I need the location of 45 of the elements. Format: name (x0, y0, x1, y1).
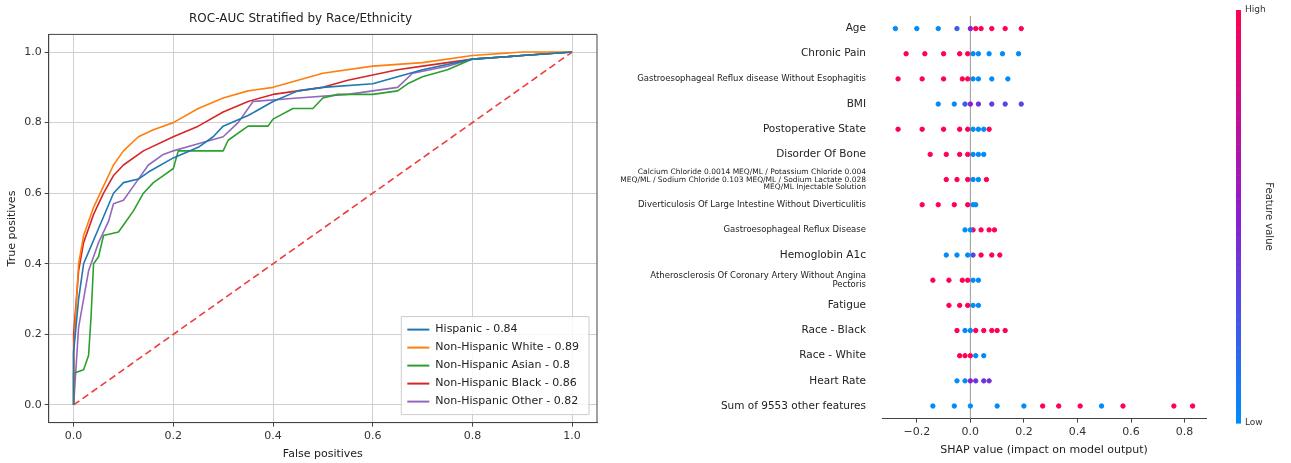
y-tick-label: Chronic Pain (800, 46, 866, 59)
legend-label: Hispanic - 0.84 (435, 322, 518, 336)
y-tick-label: BMI (846, 96, 866, 109)
y-tick-label: 0.8 (24, 115, 42, 129)
y-tick-label: Gastroesophageal Reflux disease Without Esophagitis (637, 73, 867, 84)
y-tick-label: Race - Black (801, 323, 867, 336)
y-tick-label: Gastroesophageal Reflux Disease (723, 224, 866, 235)
y-tick-label: 0.4 (24, 256, 42, 270)
y-tick-label: 0.0 (24, 397, 42, 411)
y-tick-label: Postoperative State (762, 121, 866, 134)
y-tick-label: 0.2 (24, 327, 42, 341)
x-tick-label: 0.0 (961, 425, 980, 439)
x-axis-title: SHAP value (impact on model output) (940, 443, 1148, 457)
y-tick-label: Disorder Of Bone (776, 147, 866, 160)
x-tick-label: −0.2 (903, 425, 931, 439)
y-axis-title: True positives (5, 190, 19, 268)
x-tick-label: 0.4 (1068, 425, 1087, 439)
y-tick-label: Hemoglobin A1c (779, 247, 867, 260)
x-tick-label: 1.0 (563, 429, 581, 443)
x-tick-label: 0.8 (463, 429, 482, 443)
x-tick-label: 0.4 (264, 429, 282, 443)
y-tick-label: Fatigue (827, 298, 866, 311)
legend-label: Non-Hispanic White - 0.89 (435, 340, 580, 354)
legend-label: Non-Hispanic Other - 0.82 (435, 394, 579, 408)
color-bar-label: Low (1245, 417, 1263, 428)
y-tick-label: Sum of 9553 other features (720, 398, 866, 411)
y-tick-label: Age (845, 21, 866, 34)
x-axis-title: False positives (282, 447, 364, 461)
legend-label: Non-Hispanic Black - 0.86 (435, 376, 577, 390)
y-tick-label: Race - White (799, 348, 866, 361)
x-tick-label: 0.6 (363, 429, 382, 443)
color-bar-label: High (1245, 4, 1266, 15)
y-tick-label: 0.6 (24, 186, 42, 200)
x-tick-label: 0.2 (164, 429, 183, 443)
chart-title: ROC-AUC Stratified by Race/Ethnicity (189, 11, 412, 26)
y-tick-label: Atherosclerosis Of Coronary Artery Without Angina Pectoris (650, 269, 867, 289)
legend-label: Non-Hispanic Asian - 0.8 (435, 358, 571, 372)
x-tick-label: 0.8 (1175, 425, 1194, 439)
x-tick-label: 0.2 (1015, 425, 1033, 439)
x-tick-label: 0.6 (1122, 425, 1140, 439)
color-bar-title: Feature value (1264, 182, 1276, 251)
x-tick-label: 0.0 (64, 429, 83, 443)
y-tick-label: 1.0 (24, 44, 42, 58)
y-tick-label: Diverticulosis Of Large Intestine Without Diverticulitis (638, 198, 867, 209)
y-tick-label: Heart Rate (809, 373, 866, 386)
